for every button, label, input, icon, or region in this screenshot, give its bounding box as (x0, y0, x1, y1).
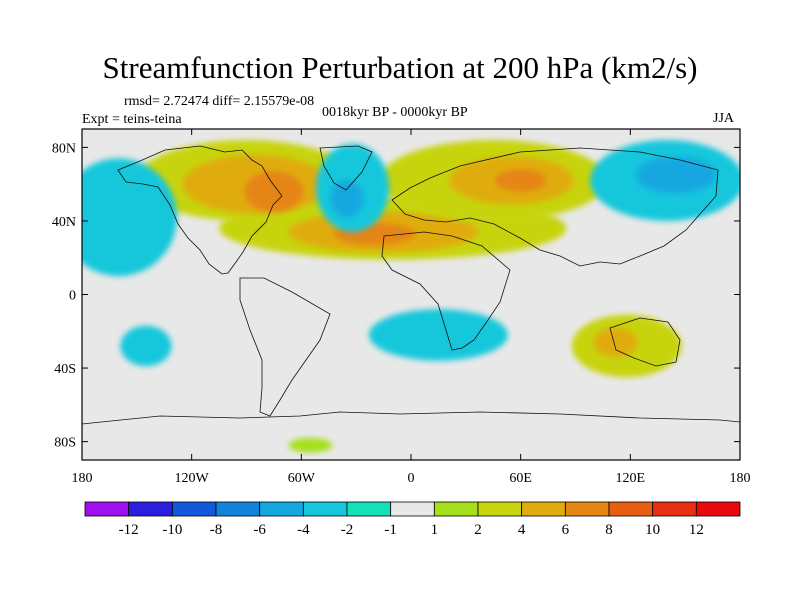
colorbar-label: 10 (645, 522, 660, 538)
colorbar-swatch (215, 501, 261, 517)
colorbar-swatch (346, 501, 392, 517)
colorbar-label: 8 (605, 522, 613, 538)
coast-north-america (117, 145, 283, 275)
colorbar-label: 4 (518, 522, 526, 538)
coast-eurasia (391, 147, 719, 267)
y-tick-label: 40S (54, 362, 76, 377)
coast-africa (381, 231, 511, 351)
field-blob-atlantic-neg-core (330, 180, 364, 218)
field-blob-australia-core (593, 327, 638, 358)
y-tick-label: 0 (69, 289, 76, 304)
colorbar-swatch (259, 501, 304, 517)
colorbar-label: 6 (562, 522, 570, 538)
x-tick-label: 0 (408, 471, 415, 486)
x-tick-label: 120W (175, 471, 210, 486)
field-blob-south-pacific-neg (120, 325, 172, 367)
chart-title: Streamfunction Perturbation at 200 hPa (… (102, 50, 698, 85)
colorbar-swatch (695, 501, 741, 517)
field-blob-north-america-max (244, 171, 304, 212)
colorbar-swatch (171, 501, 217, 517)
colorbar-label: 2 (474, 522, 482, 538)
colorbar-label: -12 (119, 522, 139, 538)
colorbar-label: -2 (341, 522, 354, 538)
x-tick-label: 180 (72, 471, 93, 486)
coast-greenland (319, 145, 373, 191)
colorbar-label: -1 (384, 522, 397, 538)
colorbar-swatch (564, 501, 610, 517)
colorbar-label: -8 (210, 522, 223, 538)
colorbar-swatch (433, 501, 479, 517)
left-subtitle: Expt = teins-teina (82, 112, 182, 127)
x-tick-label: 120E (616, 471, 646, 486)
coast-australia (609, 317, 681, 367)
x-tick-label: 60W (288, 471, 316, 486)
field-blob-south-atlantic-neg (368, 309, 508, 361)
colorbar-swatch (84, 501, 130, 517)
colorbar: -12 -10 -8 -6 -4 -2 -1 1 2 4 6 8 10 12 (84, 501, 741, 538)
colorbar-swatch (390, 501, 435, 517)
y-tick-label: 40N (52, 215, 76, 230)
colorbar-swatch (302, 501, 348, 517)
y-tick-label: 80N (52, 141, 76, 156)
colorbar-swatch (521, 501, 566, 517)
stats-text: rmsd= 2.72474 diff= 2.15579e-08 (124, 94, 315, 109)
field-blob-antarctic-pos (288, 437, 333, 453)
colorbar-label: 12 (689, 522, 704, 538)
x-tick-label: 60E (509, 471, 532, 486)
center-subtitle: 0018kyr BP - 0000kyr BP (322, 105, 468, 120)
colorbar-label: 1 (431, 522, 439, 538)
axes-layer: 180 120W 60W 0 60E 120E 180 80N 40N 0 40S 80S (52, 129, 751, 486)
colorbar-swatch (608, 501, 654, 517)
coast-south-america (239, 277, 331, 417)
colorbar-label: -4 (297, 522, 310, 538)
field-blob-pacific-neg (82, 158, 178, 277)
field-blob-eurasia-max (495, 169, 547, 192)
coastlines (82, 145, 740, 425)
colorbar-swatch (128, 501, 173, 517)
y-tick-label: 80S (54, 436, 76, 451)
right-subtitle: JJA (713, 111, 735, 126)
colorbar-label: -6 (253, 522, 266, 538)
field-blob-east-asia-core (635, 156, 717, 194)
coast-antarctica (82, 411, 740, 425)
x-tick-label: 180 (730, 471, 751, 486)
colorbar-label: -10 (162, 522, 182, 538)
colorbar-swatch (477, 501, 523, 517)
field-layer (82, 140, 740, 453)
colorbar-swatch (652, 501, 697, 517)
